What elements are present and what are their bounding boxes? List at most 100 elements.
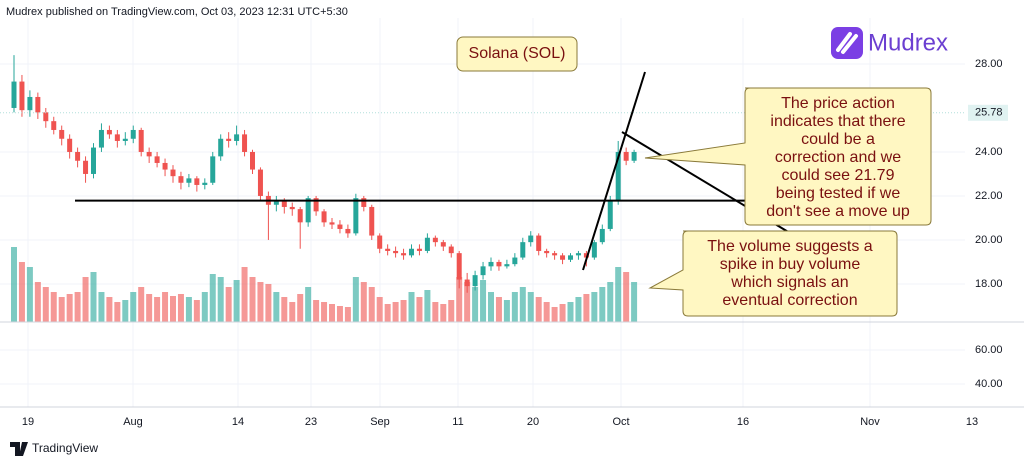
candle <box>568 253 573 262</box>
candle-body <box>393 250 399 254</box>
candle-body <box>122 138 128 141</box>
candle-body <box>210 156 216 183</box>
candle <box>575 250 581 260</box>
price-axis <box>965 18 1024 410</box>
volume-bar <box>281 297 288 322</box>
volume-bar <box>607 282 614 322</box>
header: Mudrex published on TradingView.com, Oct… <box>6 6 348 18</box>
candle-body <box>568 255 573 260</box>
volume-bar <box>480 280 487 322</box>
brand-name: Mudrex <box>868 29 948 56</box>
volume-bar <box>146 294 153 322</box>
volume-bar <box>591 292 598 322</box>
candle-body <box>11 81 17 108</box>
candle-body <box>599 228 605 243</box>
candle-body <box>623 151 629 161</box>
candle-body <box>67 138 73 152</box>
candle-body <box>162 162 168 170</box>
candle <box>607 195 613 232</box>
candle-body <box>305 198 311 223</box>
volume-bar <box>217 277 224 322</box>
candle-body <box>488 261 494 267</box>
x-tick-label: Oct <box>612 416 629 428</box>
candle <box>472 270 478 291</box>
volume-bar <box>257 282 264 322</box>
candle <box>560 253 566 265</box>
volume-bar <box>432 302 439 322</box>
candle-body <box>464 279 470 287</box>
brand-logo: Mudrex <box>831 27 948 59</box>
volume-bar <box>297 294 304 322</box>
volume-bar <box>336 306 343 322</box>
candle <box>440 239 446 251</box>
candle <box>51 116 57 135</box>
candle <box>106 125 112 139</box>
candle <box>273 195 279 212</box>
candle-body <box>504 264 510 267</box>
candle-body <box>19 81 25 111</box>
candle-body <box>234 134 240 141</box>
candle-body <box>337 224 343 229</box>
price-label: 25.78 <box>975 107 1003 119</box>
volume-bar <box>472 287 479 322</box>
volume-bar <box>631 282 638 322</box>
candle <box>321 209 327 227</box>
candle <box>202 178 208 190</box>
candle <box>75 147 81 168</box>
volume-bar <box>26 267 33 322</box>
volume-bar <box>170 296 176 322</box>
volume-bar <box>352 277 359 322</box>
volume-bar <box>162 292 169 322</box>
candle <box>83 156 89 183</box>
volume-bar <box>241 267 248 322</box>
chart-title: Solana (SOL) <box>469 45 566 62</box>
volume-bar <box>535 297 542 322</box>
candle-body <box>154 156 160 163</box>
volume-bar <box>138 287 145 322</box>
candle-body <box>83 160 89 174</box>
candle-body <box>138 129 144 152</box>
candle <box>154 151 160 168</box>
candle <box>591 239 597 260</box>
volume-bar <box>384 304 391 322</box>
volume-bar <box>313 300 320 322</box>
candle <box>416 244 422 256</box>
candle-body <box>456 253 462 280</box>
trendline <box>582 71 646 271</box>
volume-bar <box>551 307 558 322</box>
candle-body <box>321 211 327 223</box>
candle <box>138 127 144 157</box>
y-tick-label: 24.00 <box>975 146 1003 158</box>
annotation-line: The volume suggests a <box>707 238 873 255</box>
candle <box>98 123 104 152</box>
candle <box>377 233 383 254</box>
candle <box>424 233 430 254</box>
candle-body <box>401 253 407 256</box>
candle <box>146 147 152 163</box>
volume-bar <box>575 297 582 322</box>
volume-bar <box>130 292 137 322</box>
candle-body <box>146 151 152 157</box>
volume-bar <box>456 277 463 322</box>
x-tick-label: 13 <box>966 416 978 428</box>
candle <box>528 231 534 247</box>
candle-body <box>106 129 112 135</box>
volume-bar <box>400 300 407 322</box>
candle <box>599 224 605 245</box>
candle <box>313 195 319 216</box>
candle-body <box>242 134 248 152</box>
volume-bar <box>249 277 256 322</box>
candle <box>59 125 65 146</box>
volume-bar <box>273 292 280 322</box>
brand-icon-mark <box>836 32 858 54</box>
candle <box>480 261 486 280</box>
candle <box>401 248 407 260</box>
volume-bar <box>177 294 184 322</box>
volume-bar <box>527 292 534 322</box>
candle-body <box>583 253 589 258</box>
volume-bar <box>511 292 518 322</box>
candle <box>488 257 494 271</box>
volume-bar <box>42 287 49 322</box>
candle-body <box>528 235 534 243</box>
volume-bar <box>193 300 200 322</box>
